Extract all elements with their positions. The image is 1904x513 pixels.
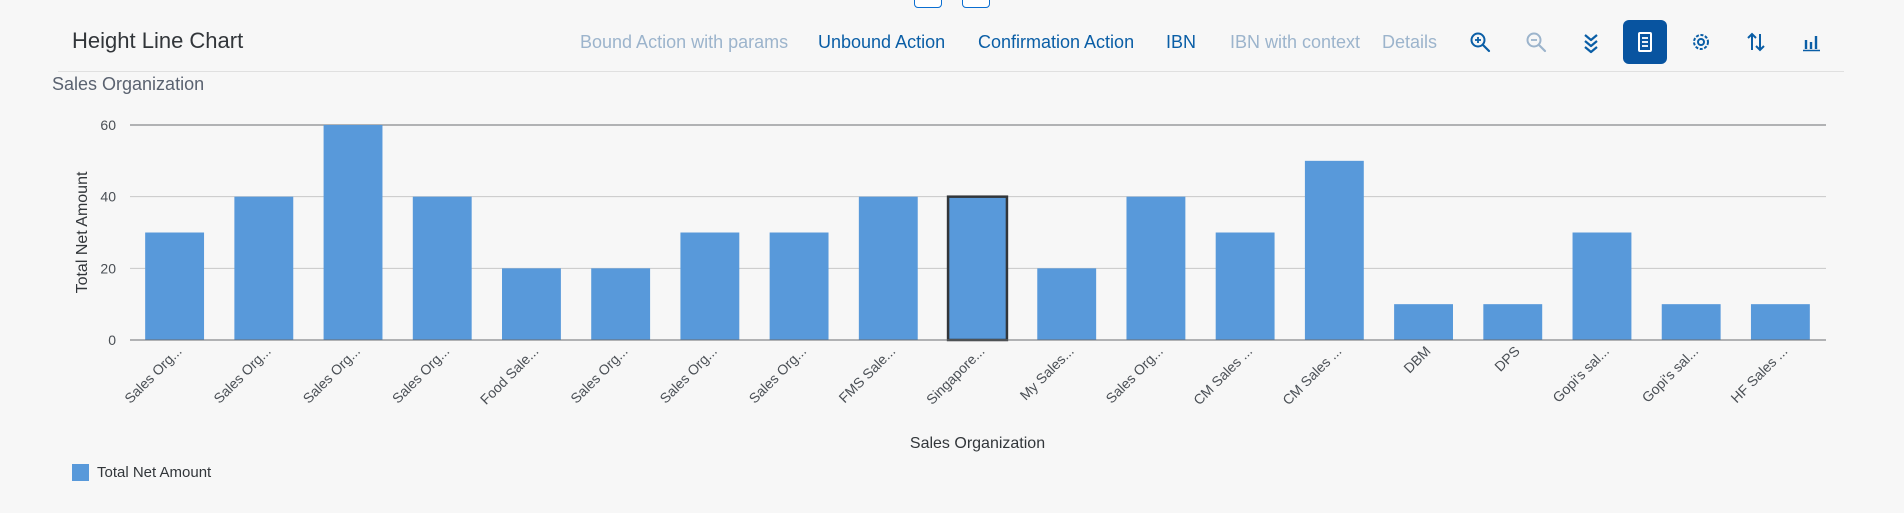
x-tick-label[interactable]: Sales Org... — [1102, 343, 1166, 407]
bar[interactable] — [1750, 304, 1810, 340]
x-axis-label: Sales Organization — [910, 435, 1045, 452]
top-tab-right[interactable] — [962, 0, 990, 8]
bar[interactable] — [234, 196, 294, 340]
x-tick-label[interactable]: Sales Org... — [210, 343, 274, 407]
top-tab-left[interactable] — [914, 0, 942, 8]
zoom-in-icon — [1470, 32, 1491, 53]
y-axis-label: Total Net Amount — [74, 171, 91, 293]
toolbar-divider — [58, 71, 1844, 72]
x-tick-label[interactable]: Sales Org... — [389, 343, 453, 407]
table-view-button[interactable] — [1623, 20, 1667, 64]
bar[interactable] — [1215, 232, 1275, 341]
bound-action-with-params-button[interactable]: Bound Action with params — [580, 32, 789, 52]
x-tick-label[interactable]: Gopi's sal... — [1639, 343, 1702, 406]
x-tick-label[interactable]: HF Sales ... — [1727, 343, 1790, 406]
x-tick-label[interactable]: Food Sale... — [477, 343, 542, 408]
y-tick-label: 0 — [108, 332, 116, 348]
zoom-out-button[interactable] — [1514, 20, 1558, 64]
bar[interactable] — [323, 125, 383, 340]
chart-title: Sales Organization — [52, 74, 205, 94]
chart-legend: Total Net Amount — [72, 464, 211, 481]
bar[interactable] — [946, 195, 1009, 342]
sort-button[interactable] — [1734, 20, 1778, 64]
bar[interactable] — [1126, 196, 1186, 340]
x-tick-label[interactable]: Sales Org... — [121, 343, 185, 407]
page-title: Height Line Chart — [72, 28, 244, 53]
y-tick-label: 40 — [100, 189, 116, 205]
x-tick-label[interactable]: DPS — [1491, 343, 1523, 375]
x-tick-label[interactable]: CM Sales ... — [1279, 343, 1344, 408]
settings-icon — [1693, 34, 1709, 50]
table-view-icon — [1638, 32, 1652, 52]
bar[interactable] — [1037, 268, 1097, 340]
bar[interactable] — [502, 268, 561, 340]
chart-toolbar: Height Line Chart Bound Action with para… — [0, 0, 1904, 72]
x-tick-label[interactable]: FMS Sale... — [835, 343, 898, 406]
bar[interactable] — [1572, 232, 1632, 341]
top-tab-strip — [914, 0, 990, 8]
zoom-out-icon — [1526, 32, 1547, 53]
bar[interactable] — [680, 232, 740, 341]
drill-down-icon — [1584, 34, 1598, 54]
x-tick-label[interactable]: My Sales... — [1017, 343, 1077, 403]
bar[interactable] — [591, 268, 651, 340]
bar[interactable] — [412, 196, 472, 340]
confirmation-action-button[interactable]: Confirmation Action — [978, 32, 1135, 52]
bar[interactable] — [1394, 304, 1453, 340]
x-tick-label[interactable]: Sales Org... — [746, 343, 810, 407]
y-tick-label: 60 — [100, 117, 116, 133]
bar[interactable] — [1304, 160, 1364, 340]
chart-type-button[interactable] — [1790, 20, 1834, 64]
drill-down-button[interactable] — [1569, 20, 1613, 64]
bar[interactable] — [145, 232, 205, 341]
chart-type-icon — [1803, 36, 1820, 52]
x-tick-label[interactable]: Sales Org... — [300, 343, 364, 407]
zoom-in-button[interactable] — [1458, 20, 1502, 64]
x-tick-label[interactable]: DBM — [1400, 343, 1433, 376]
legend-label[interactable]: Total Net Amount — [97, 464, 212, 481]
bar[interactable] — [769, 232, 829, 341]
x-tick-label[interactable]: CM Sales ... — [1190, 343, 1255, 408]
x-tick-label[interactable]: Gopi's sal... — [1549, 343, 1612, 406]
x-tick-label[interactable]: Sales Org... — [656, 343, 720, 407]
details-button[interactable]: Details — [1382, 32, 1438, 52]
x-tick-label[interactable]: Sales Org... — [567, 343, 631, 407]
ibn-with-context-button[interactable]: IBN with context — [1230, 32, 1361, 52]
sort-icon — [1747, 32, 1765, 52]
bar[interactable] — [858, 196, 918, 340]
x-tick-label[interactable]: Singapore... — [923, 343, 988, 408]
ibn-button[interactable]: IBN — [1166, 32, 1197, 52]
y-tick-label: 20 — [100, 260, 116, 276]
settings-button[interactable] — [1679, 20, 1723, 64]
bar[interactable] — [1483, 304, 1543, 340]
unbound-action-button[interactable]: Unbound Action — [818, 32, 946, 52]
legend-swatch — [72, 464, 89, 481]
bar[interactable] — [1661, 304, 1721, 340]
